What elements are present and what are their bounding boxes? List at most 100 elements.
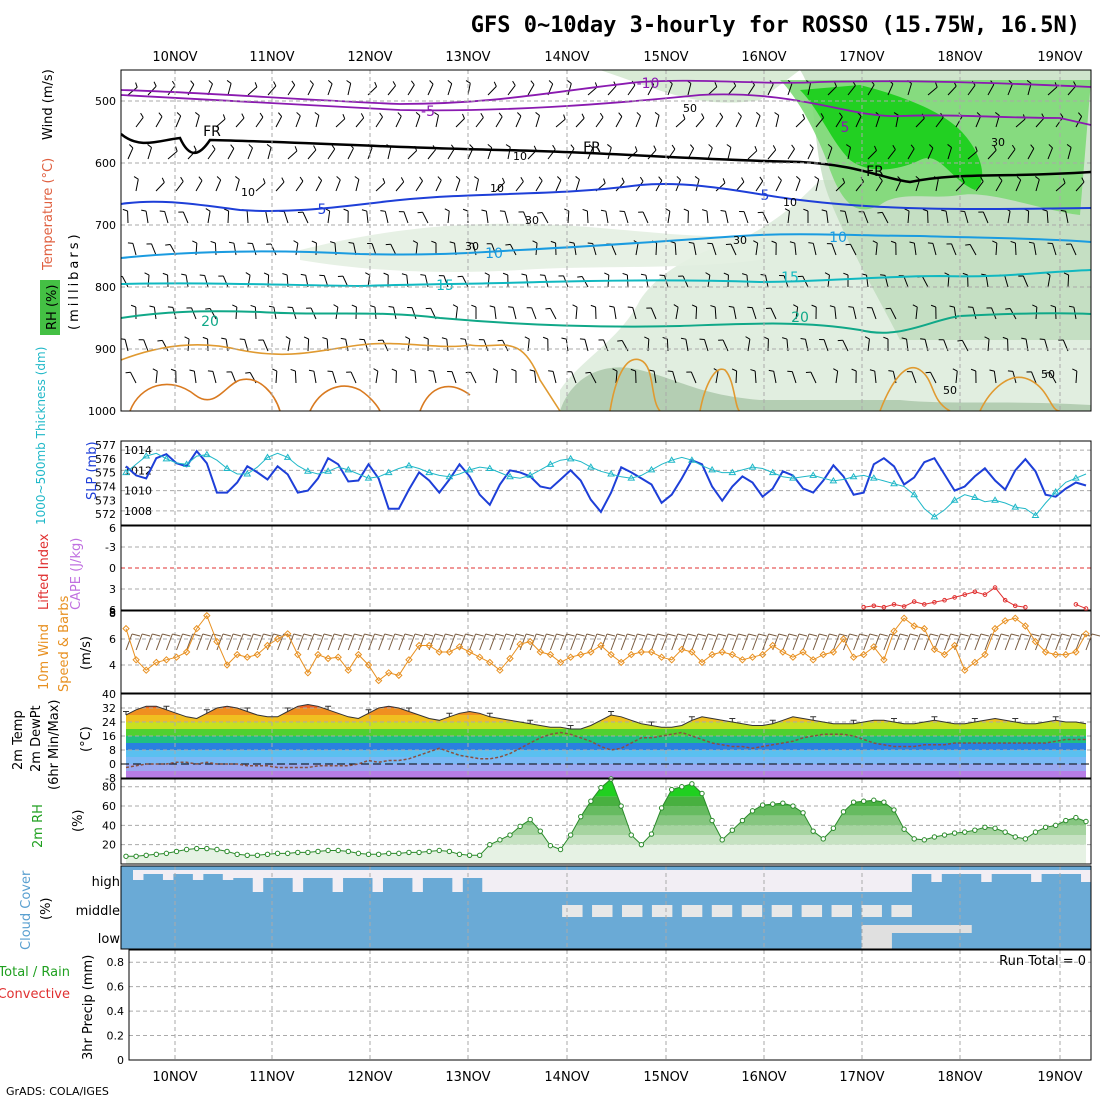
wind-speed-marker [627,650,635,659]
temp-band [126,715,1086,722]
rh-point [436,847,442,854]
cloud-cell-high [631,870,643,892]
rh-point [921,837,928,843]
wind-speed-line [125,614,1087,682]
temp-band [126,708,1086,715]
rh-point [830,825,837,831]
wind-barb-10m-feather [505,633,515,637]
wind-barb [132,243,137,256]
wind-barb [875,243,878,256]
wind-speed-marker [748,653,757,661]
cloud-cell-high [621,870,633,892]
wind-barb [527,84,535,96]
wind-speed-marker [526,637,534,646]
cape-tick: 6 [109,604,116,617]
thickness-marker [728,468,737,476]
wind-barb-feather [181,273,187,276]
wind-barb-feather [331,144,336,150]
cloud-cell-high [602,870,613,892]
cloud-cell-middle [691,905,703,917]
cloud-cell-high [911,870,922,874]
wind-barb [1007,148,1016,160]
wind-barb [523,211,529,224]
wind-barb [495,371,498,384]
wind-barb-10m [206,633,214,651]
wind-barb-10m-feather [515,633,525,637]
wind-barb-feather [480,112,484,118]
thickness-tick: 577 [95,439,116,452]
wind-barb [913,243,917,256]
wind-barb-feather [135,82,138,88]
ylabel-temp-units: (°C) [79,726,94,752]
temp-grid [121,694,1091,778]
cloud-cell-high [542,870,553,892]
rh-tick: 20 [102,839,116,852]
wind-barb-10m-feather [404,633,413,637]
thickness-marker [485,464,494,471]
wind-barb-10m [701,633,709,651]
rh-point [638,841,645,848]
wind-barb [907,148,915,160]
wind-barb [275,370,278,384]
wind-barb [871,307,877,320]
wind-barb-10m [974,633,982,651]
wind-barb [855,115,862,128]
thickness-marker [789,474,797,481]
wind-barb [227,83,232,96]
slp-tick: 1014 [124,444,152,457]
wind-barb-10m-feather [990,633,1000,637]
wind-barb-feather [208,80,213,85]
thickness-marker [425,468,434,476]
wind-barb [155,371,158,384]
wind-speed-marker [769,641,777,650]
wind-barb-feather [834,81,837,87]
wind-barb [235,306,238,320]
wind-barb-10m-feather [738,633,747,637]
wind-barb [842,339,849,352]
thickness-marker [445,472,454,480]
wind-barb-feather [162,272,168,276]
precip-tick: 0.6 [107,981,125,994]
wind-barb-feather [382,177,386,184]
wind-speed-marker [920,624,929,633]
rh-point [1012,834,1018,840]
cloud-cell-middle [751,905,763,917]
wind-barb-10m-feather [667,633,676,637]
cloud-cell-high [1041,870,1052,874]
cloud-cell-high [312,870,324,878]
wind-barb-feather [1073,81,1077,87]
wind-barb [895,115,899,128]
wind-barb-10m-feather [839,633,848,637]
ylabel-precip: 3hr Precip (mm) [81,955,96,1060]
wind-barb-10m-feather [808,633,818,637]
wind-barb [844,211,849,224]
wind-barb [795,307,799,320]
wind-barb [972,307,977,320]
wind-barb [233,243,237,256]
temp-band [126,722,1086,729]
wind-barb [491,243,497,256]
wind-barb [207,211,211,224]
wind-barb-feather [192,240,198,244]
temp-band [126,736,1086,743]
rh-point [456,851,463,858]
wind-tick: 8 [109,607,116,620]
wind-barb [935,179,939,192]
wind-barb-feather [644,336,650,340]
wind-barb [407,84,415,96]
wind-barb-feather [449,241,455,244]
wind-barb [275,181,285,192]
wind-speed-marker [273,635,282,643]
rh-point [1022,836,1029,842]
rh-point [194,845,200,852]
wind-barb-feather [1030,144,1035,149]
wind-barb-feather [809,144,814,149]
wind-barb [655,115,660,128]
rh-point [901,826,907,832]
date-label-bottom: 18NOV [937,1070,982,1085]
wind-barb-feather [1021,337,1027,340]
wind-barb [927,86,938,96]
cloud-cell-high [332,870,344,892]
wind-barb-feather [947,144,952,148]
thickness-marker [647,465,656,473]
